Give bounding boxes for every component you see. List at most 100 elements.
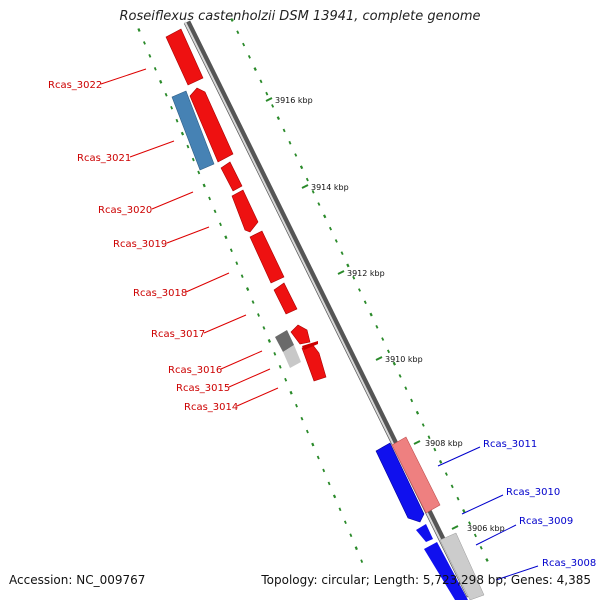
rail-dot — [159, 79, 163, 84]
rail-dot — [317, 202, 321, 206]
gene-rcas-3022[interactable] — [165, 28, 204, 86]
label-rcas-3015[interactable]: Rcas_3015 — [176, 383, 230, 394]
rail-dot — [170, 105, 174, 110]
rail-dot — [415, 410, 420, 415]
reverse-genes — [375, 436, 485, 600]
gene-rcas-3021[interactable] — [189, 87, 234, 163]
label-rcas-3020[interactable]: Rcas_3020 — [98, 205, 152, 216]
label-rcas-3011[interactable]: Rcas_3011 — [483, 439, 537, 450]
rail-dot — [332, 494, 337, 499]
rail-dot — [273, 352, 277, 356]
rail-dot — [295, 403, 298, 408]
rail-dot — [164, 92, 168, 97]
gene-rcas-3010[interactable] — [416, 524, 433, 542]
right-labels: Rcas_3011 Rcas_3010 Rcas_3009 Rcas_3008 — [483, 439, 596, 569]
gene-rcas-3012-pink[interactable] — [391, 436, 441, 514]
rail-dot — [148, 54, 152, 58]
rail-dot — [323, 214, 327, 219]
kbp-label-3906: 3906 kbp — [467, 524, 505, 533]
label-rcas-3009[interactable]: Rcas_3009 — [519, 516, 573, 527]
rail-dot — [186, 144, 190, 149]
rail-dot — [276, 116, 281, 121]
rail-dot — [346, 263, 350, 268]
gene-rcas-3016-lightgrey[interactable] — [283, 345, 301, 368]
rail-dot — [180, 131, 185, 136]
rail-dot — [322, 468, 326, 473]
right-leaders — [437, 446, 539, 581]
kbp-label-3914: 3914 kbp — [311, 183, 349, 192]
rail-dot — [208, 196, 212, 201]
gene-rcas-3021-steelblue[interactable] — [171, 90, 215, 171]
label-rcas-3018[interactable]: Rcas_3018 — [133, 288, 187, 299]
label-rcas-3014[interactable]: Rcas_3014 — [184, 402, 238, 413]
rail-dot — [462, 509, 466, 513]
rail-dot — [343, 520, 347, 525]
rail-dot — [175, 118, 179, 123]
rail-dot — [236, 30, 240, 35]
gene-rcas-3018[interactable] — [249, 230, 285, 284]
rail-dot — [352, 275, 356, 280]
gene-rcas-3015b[interactable] — [302, 341, 318, 350]
kbp-label-3910: 3910 kbp — [385, 355, 423, 364]
rail-dot — [137, 28, 141, 32]
rail-dot — [450, 484, 454, 489]
rail-dot — [338, 507, 342, 512]
rail-dot — [278, 364, 282, 369]
gene-rcas-3017[interactable] — [273, 282, 298, 315]
rail-dot — [328, 226, 333, 231]
label-rcas-3019[interactable]: Rcas_3019 — [113, 239, 167, 250]
rail-dot — [369, 312, 373, 317]
gene-rcas-3016-grey[interactable] — [275, 330, 294, 352]
gene-rcas-3020[interactable] — [220, 161, 243, 192]
rail-dot — [438, 459, 443, 464]
gene-rcas-3009-grey[interactable] — [439, 532, 485, 600]
rail-dot — [360, 559, 364, 563]
kbp-label-3908: 3908 kbp — [425, 439, 463, 448]
gene-rcas-3019[interactable] — [231, 189, 259, 233]
rail-dot — [224, 235, 228, 240]
gene-rcas-3015[interactable] — [290, 324, 311, 345]
rail-dot — [392, 361, 396, 366]
rail-dot — [257, 313, 260, 317]
rail-dot — [354, 546, 358, 551]
label-rcas-3016[interactable]: Rcas_3016 — [168, 365, 222, 376]
rail-dot — [340, 251, 344, 255]
rail-dot — [235, 261, 239, 266]
label-rcas-3010[interactable]: Rcas_3010 — [506, 487, 560, 498]
rail-dot — [421, 423, 425, 427]
rail-dot — [349, 533, 353, 538]
rail-dot — [386, 349, 391, 354]
rail-dot — [245, 287, 250, 292]
label-rcas-3022[interactable]: Rcas_3022 — [48, 80, 102, 91]
rail-dot — [357, 288, 362, 292]
rail-dot — [262, 326, 266, 330]
label-rcas-3008[interactable]: Rcas_3008 — [542, 558, 596, 569]
forward-genes — [165, 28, 327, 382]
rail-dot — [473, 533, 477, 538]
left-leaders — [100, 68, 279, 407]
rail-dot — [468, 521, 472, 525]
rail-dot — [316, 455, 320, 460]
rail-dot — [267, 338, 272, 343]
rail-dot — [334, 239, 338, 243]
rail-dot — [427, 435, 431, 440]
rail-dot — [219, 222, 222, 227]
gene-rcas-3014[interactable] — [301, 343, 327, 382]
gene-rcas-3012-blue[interactable] — [375, 442, 425, 523]
rail-dot — [229, 248, 233, 253]
rail-dot — [375, 325, 379, 329]
gene-rcas-3009-blue[interactable] — [424, 542, 468, 600]
label-rcas-3021[interactable]: Rcas_3021 — [77, 153, 131, 164]
rail-dot — [242, 42, 246, 47]
rail-dot — [305, 177, 309, 182]
rail-dot — [253, 67, 257, 71]
kbp-scale: 3916 kbp 3914 kbp 3912 kbp 3910 kbp 3908… — [265, 96, 505, 533]
rail-dot — [284, 377, 288, 382]
rail-dot — [444, 472, 448, 476]
label-rcas-3017[interactable]: Rcas_3017 — [151, 329, 205, 340]
rail-dot — [485, 558, 489, 562]
rail-dot — [282, 128, 286, 133]
rail-dot — [230, 18, 234, 22]
other-genes-left — [171, 90, 301, 368]
